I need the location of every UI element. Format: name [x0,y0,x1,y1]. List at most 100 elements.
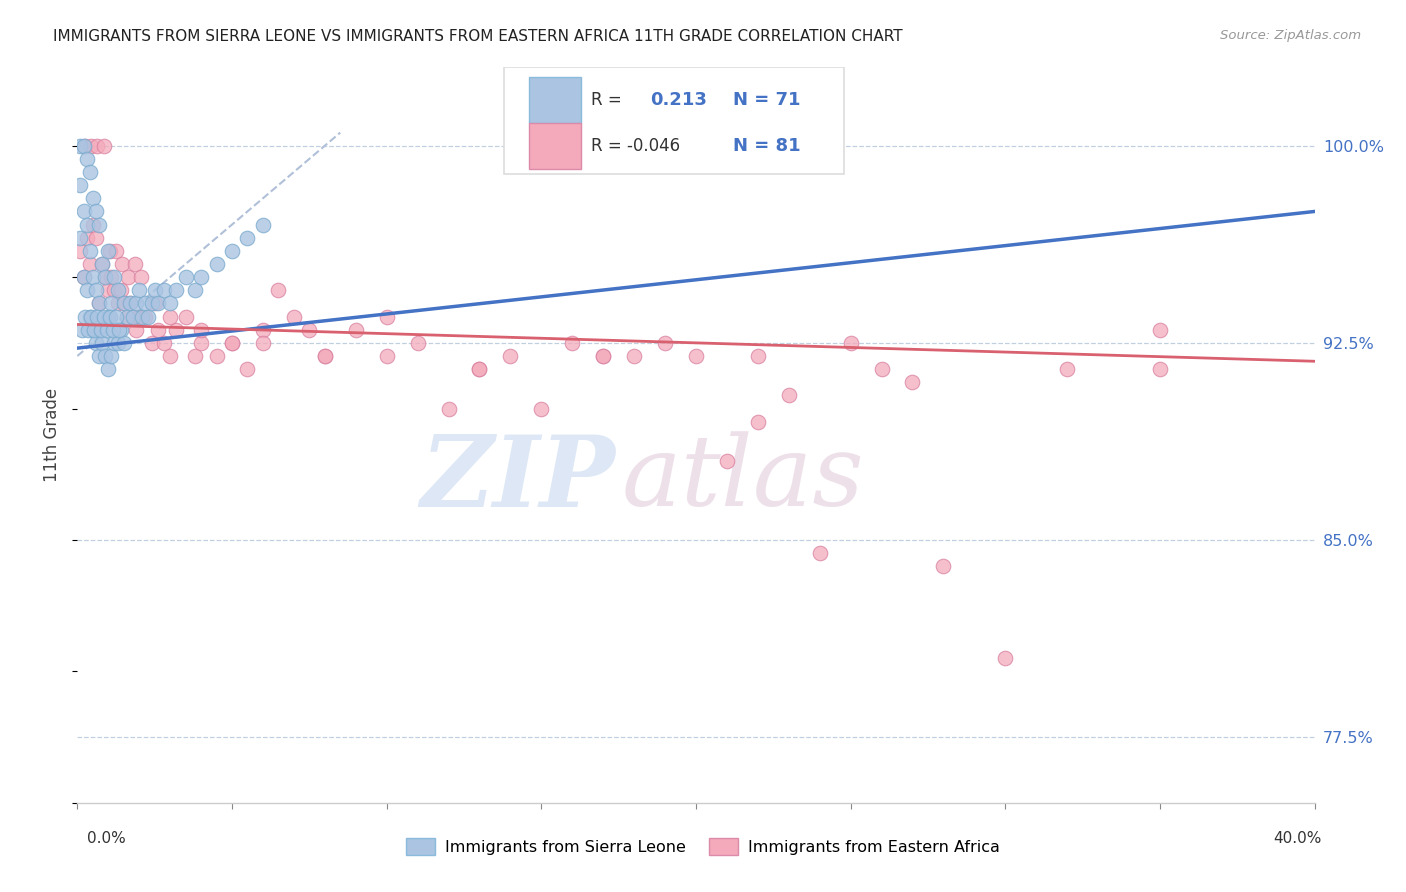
Point [117,270,139,285]
Point [159,296,181,310]
Point [87,296,110,310]
Point [118,296,141,310]
Point [499,349,522,363]
Point [153,283,176,297]
Point [69,231,91,245]
Point [79,244,101,258]
Point [468,362,491,376]
Point [314,349,336,363]
Point [125,296,148,310]
Text: R =: R = [591,91,621,109]
Point [76,218,98,232]
Point [252,218,274,232]
Point [236,362,259,376]
Point [84,283,107,297]
Point [932,559,955,574]
Point [184,349,207,363]
Point [80,310,103,324]
Point [93,138,115,153]
Text: 0.213: 0.213 [650,91,707,109]
Point [747,349,769,363]
Point [82,218,104,232]
Point [141,296,163,310]
Point [561,335,583,350]
Point [112,335,135,350]
Point [174,270,197,285]
Point [96,323,118,337]
Point [83,323,105,337]
Point [72,204,94,219]
Point [375,310,398,324]
FancyBboxPatch shape [529,78,581,123]
Point [115,310,138,324]
Point [82,270,104,285]
Point [86,138,108,153]
Point [143,283,166,297]
Point [129,270,152,285]
Point [76,231,98,245]
Point [97,244,120,258]
Point [70,323,93,337]
Point [165,283,187,297]
Point [75,310,96,324]
Point [91,335,114,350]
Point [111,257,134,271]
Point [94,270,117,285]
Point [994,651,1017,665]
Point [267,283,290,297]
Point [375,349,398,363]
Point [77,323,100,337]
Point [283,310,305,324]
Point [146,323,169,337]
Point [86,310,108,324]
FancyBboxPatch shape [529,123,581,169]
Point [1149,323,1171,337]
Point [112,296,135,310]
Point [128,283,150,297]
Point [298,323,321,337]
Point [128,310,150,324]
Point [107,296,129,310]
Point [97,283,120,297]
Point [108,323,131,337]
Point [165,323,187,337]
Point [153,335,176,350]
Point [221,244,243,258]
Point [79,310,101,324]
Text: atlas: atlas [621,432,865,526]
Point [141,335,163,350]
Text: 40.0%: 40.0% [1274,831,1322,846]
Point [100,296,122,310]
Text: R = -0.046: R = -0.046 [591,137,681,155]
Point [90,323,111,337]
Point [100,349,122,363]
Point [101,323,124,337]
Point [97,310,120,324]
Point [69,178,91,193]
Point [94,270,117,285]
Point [107,283,129,297]
Point [69,138,91,153]
Text: N = 71: N = 71 [733,91,800,109]
Point [75,138,96,153]
Point [778,388,800,402]
Point [82,191,104,205]
Text: N = 81: N = 81 [733,137,800,155]
Point [80,138,103,153]
Point [84,335,107,350]
Point [91,257,114,271]
Point [252,335,274,350]
Point [159,349,181,363]
Point [72,270,94,285]
Point [115,310,138,324]
Point [76,283,98,297]
Point [110,283,132,297]
Point [105,310,127,324]
Point [93,310,115,324]
Point [592,349,614,363]
Point [122,310,145,324]
Point [221,335,243,350]
Point [82,323,104,337]
Point [1056,362,1078,376]
Point [205,257,228,271]
